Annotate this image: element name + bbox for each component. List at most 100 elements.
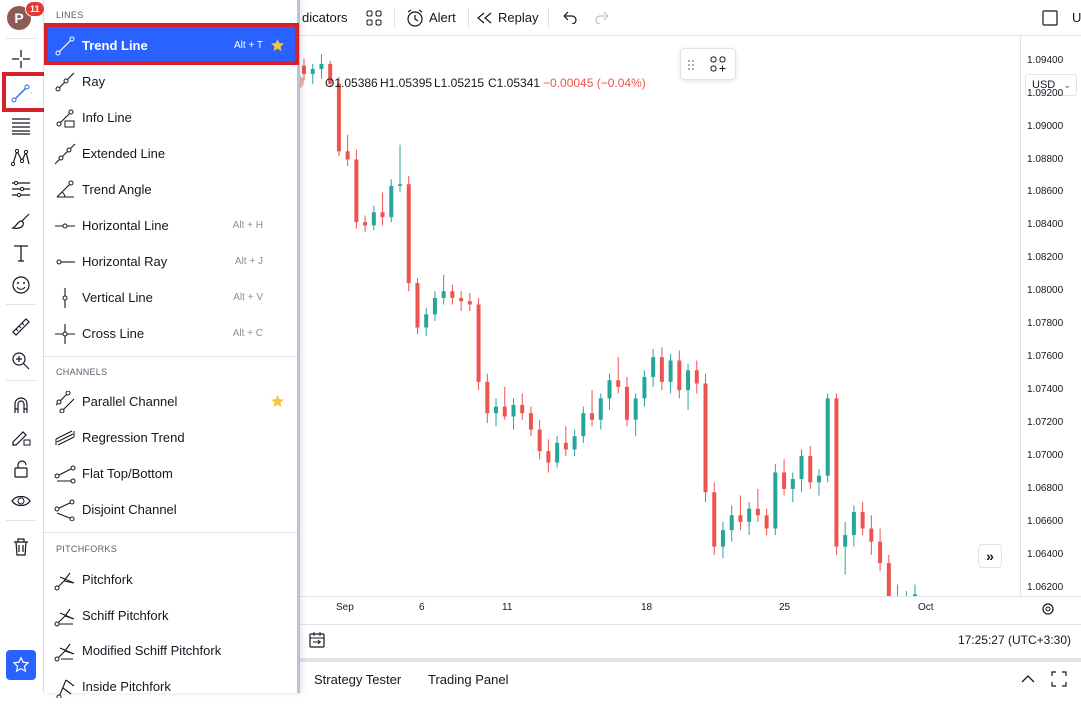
menu-item-label: Trend Angle [82, 181, 152, 197]
drag-handle-icon[interactable] [687, 59, 695, 71]
clock-timezone[interactable]: 17:25:27 (UTC+3:30) [957, 633, 1071, 647]
chevron-up-icon[interactable] [1020, 674, 1036, 684]
scroll-to-realtime-button[interactable]: » [978, 544, 1002, 568]
favorites-toolbar-button[interactable] [6, 650, 36, 680]
toolbar-divider [6, 304, 36, 305]
info-line-icon [56, 109, 75, 128]
stay-in-drawing-button[interactable] [6, 422, 36, 452]
templates-grid-icon[interactable] [366, 10, 382, 26]
shortcut-label: Alt + C [232, 327, 263, 339]
bottom-panel-tabs: Strategy Tester Trading Panel [300, 658, 1081, 693]
text-tool-button[interactable] [6, 238, 36, 268]
indicators-button[interactable]: dicators [302, 10, 348, 25]
fib-tool-button[interactable] [6, 110, 36, 140]
menu-item-label: Info Line [82, 109, 132, 125]
candle [310, 64, 315, 84]
price-tick-label: 1.07200 [1027, 417, 1064, 429]
time-tick-label: 25 [779, 602, 791, 613]
crosshair-tool-button[interactable] [6, 44, 36, 74]
floating-layout-widget[interactable] [680, 48, 736, 80]
menu-item-pitchfork[interactable]: Pitchfork [44, 561, 297, 597]
menu-item-horizontal-line[interactable]: Horizontal Line Alt + H [44, 207, 297, 243]
chevron-double-right-icon: » [986, 548, 994, 564]
chart-pane[interactable]: O1.05386 H1.05395 L1.05215 C1.05341 −0.0… [294, 36, 1020, 613]
menu-item-vertical-line[interactable]: Vertical Line Alt + V [44, 279, 297, 315]
emoji-tool-button[interactable] [6, 270, 36, 300]
replay-button[interactable]: Replay [498, 10, 539, 25]
zoom-tool-button[interactable] [6, 346, 36, 376]
menu-item-ray[interactable]: Ray [44, 63, 297, 99]
redo-icon[interactable] [594, 10, 610, 24]
menu-item-flat-top-bottom[interactable]: Flat Top/Bottom [44, 455, 297, 491]
modified-schiff-pitchfork-icon [54, 643, 75, 662]
trend-tool-highlight-box [2, 72, 50, 112]
candle [371, 205, 376, 231]
lock-drawings-button[interactable] [6, 454, 36, 484]
menu-item-inside-pitchfork[interactable]: Inside Pitchfork [44, 668, 297, 704]
price-tick-label: 1.06200 [1027, 581, 1064, 593]
candle [694, 360, 699, 394]
menu-item-trend-line[interactable]: Trend Line Alt + T [44, 27, 297, 63]
parallel-channel-icon [55, 391, 75, 413]
time-tick-label: 18 [641, 602, 653, 613]
alert-button[interactable]: Alert [429, 10, 456, 25]
shortcut-label: Alt + V [233, 291, 263, 303]
alarm-clock-icon [407, 9, 423, 27]
user-menu-initial[interactable]: U [1072, 10, 1081, 25]
trend-line-highlight-box [44, 23, 299, 65]
menu-item-info-line[interactable]: Info Line [44, 99, 297, 135]
measure-tool-button[interactable] [6, 312, 36, 342]
price-tick-label: 1.08200 [1027, 252, 1064, 264]
maximize-panel-icon[interactable] [1050, 670, 1068, 688]
tab-trading-panel[interactable]: Trading Panel [428, 672, 509, 687]
magnet-tool-button[interactable] [6, 390, 36, 420]
trend-line-icon [55, 36, 75, 56]
time-axis[interactable]: Sep 6 11 18 25 Oct [300, 596, 1081, 620]
unlock-icon [14, 460, 28, 478]
trend-line-tool-button[interactable] [6, 78, 36, 108]
menu-item-modified-schiff-pitchfork[interactable]: Modified Schiff Pitchfork [44, 632, 297, 668]
menu-item-trend-angle[interactable]: Trend Angle [44, 171, 297, 207]
section-title-pitchforks: PITCHFORKS [56, 544, 118, 554]
candle [729, 505, 734, 542]
candle [345, 134, 350, 167]
price-tick-label: 1.06400 [1027, 548, 1064, 560]
menu-item-horizontal-ray[interactable]: Horizontal Ray Alt + J [44, 243, 297, 279]
undo-icon[interactable] [562, 10, 578, 24]
go-to-date-icon[interactable] [308, 631, 326, 649]
price-tick-label: 1.06800 [1027, 482, 1064, 494]
prediction-tool-button[interactable] [6, 174, 36, 204]
candle [328, 60, 333, 88]
star-filled-icon[interactable] [270, 394, 285, 409]
extended-line-icon [54, 143, 76, 165]
tab-strategy-tester[interactable]: Strategy Tester [314, 672, 402, 687]
brush-tool-button[interactable] [6, 206, 36, 236]
menu-item-disjoint-channel[interactable]: Disjoint Channel [44, 491, 297, 527]
remove-drawings-button[interactable] [6, 532, 36, 562]
hide-drawings-button[interactable] [6, 486, 36, 516]
menu-item-regression-trend[interactable]: Regression Trend [44, 419, 297, 455]
crosshair-icon [12, 50, 30, 68]
menu-item-cross-line[interactable]: Cross Line Alt + C [44, 315, 297, 351]
cross-line-icon [55, 324, 75, 344]
candle [686, 363, 691, 410]
price-axis[interactable]: USD ⌄ 1.09400 1.09200 1.09000 1.08800 1.08600… [1020, 36, 1081, 596]
currency-select[interactable]: USD ⌄ [1025, 74, 1077, 96]
layout-square-icon[interactable] [1042, 10, 1058, 26]
candle [913, 584, 917, 608]
add-layout-icon[interactable] [709, 55, 727, 73]
menu-item-schiff-pitchfork[interactable]: Schiff Pitchfork [44, 597, 297, 633]
candle [878, 528, 883, 572]
candle [415, 278, 420, 335]
menu-item-extended-line[interactable]: Extended Line [44, 135, 297, 171]
patterns-tool-button[interactable] [6, 142, 36, 172]
regression-trend-icon [55, 430, 75, 446]
candle [572, 429, 577, 456]
menu-item-label: Parallel Channel [82, 393, 178, 409]
magnet-icon [14, 397, 28, 413]
candle [895, 584, 900, 613]
settings-gear-icon[interactable] [1041, 602, 1055, 616]
menu-item-parallel-channel[interactable]: Parallel Channel [44, 383, 297, 419]
legend-change: −0.00045 (−0.04%) [543, 76, 646, 90]
star-filled-icon[interactable] [270, 38, 285, 53]
